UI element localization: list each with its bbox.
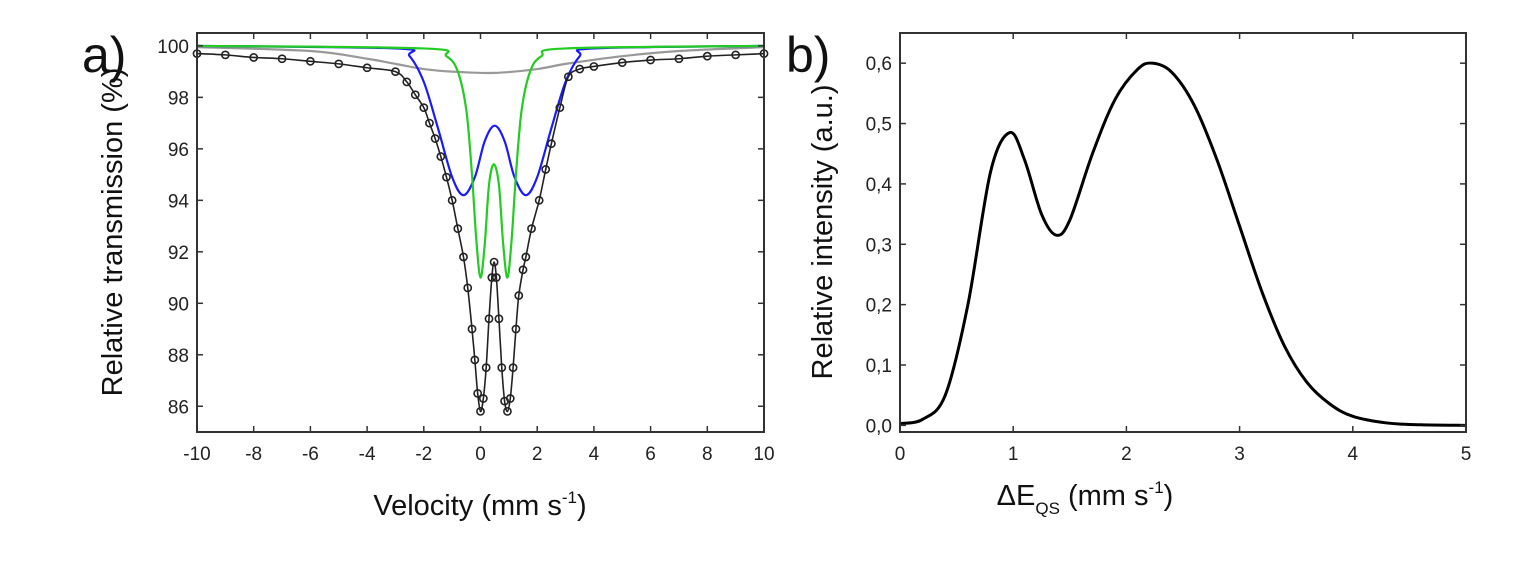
data-point [402, 77, 412, 87]
data-point [489, 257, 499, 267]
y-tick-label: 92 [168, 243, 189, 264]
data-point [589, 62, 599, 71]
data-point [521, 252, 531, 262]
data-point [497, 363, 507, 373]
data-point [476, 407, 485, 416]
x-tick-label: 6 [645, 444, 656, 465]
panel-a-label: a) [82, 27, 126, 83]
x-tick-label: 1 [1008, 444, 1019, 465]
data-point [447, 195, 457, 205]
x-tick-label: 10 [753, 444, 774, 465]
data-point [518, 265, 528, 275]
data-point [391, 67, 400, 77]
data-point [473, 388, 483, 398]
data-point [527, 224, 536, 234]
y-tick-label: 0,2 [866, 296, 892, 317]
y-tick-label: 100 [157, 37, 189, 58]
series-line-0 [196, 52, 765, 413]
data-point [617, 58, 627, 68]
panel-b-label: b) [786, 27, 830, 83]
data-point [419, 103, 429, 113]
data-point [220, 50, 230, 60]
data-point [514, 291, 524, 300]
data-point [575, 64, 585, 74]
y-tick-label: 98 [168, 88, 189, 109]
data-point [442, 172, 451, 182]
y-tick-label: 0,5 [866, 115, 892, 136]
data-point [541, 165, 551, 174]
x-tick-label: -2 [415, 444, 432, 465]
data-point [249, 53, 259, 62]
data-point [362, 63, 372, 73]
x-tick-label: 8 [702, 444, 713, 465]
data-point [453, 224, 463, 234]
data-point [478, 394, 488, 403]
y-tick-label: 0,6 [866, 54, 892, 75]
data-point [487, 273, 497, 282]
x-tick-label: 3 [1234, 444, 1245, 465]
data-point [546, 139, 556, 149]
data-point [459, 252, 468, 262]
data-point [436, 152, 446, 161]
series-line-0 [899, 61, 1467, 427]
data-point [277, 54, 287, 64]
x-tick-label: 5 [1461, 444, 1472, 465]
panel-a-xlabel: Velocity (mm s-1) [373, 488, 586, 522]
data-point [430, 134, 440, 143]
y-tick-label: 0,4 [866, 175, 893, 196]
data-point [484, 314, 494, 324]
y-tick-label: 96 [168, 140, 189, 161]
x-tick-label: 4 [589, 444, 600, 465]
data-point [410, 90, 420, 100]
y-tick-label: 88 [168, 346, 189, 367]
x-tick-label: 2 [532, 444, 543, 465]
y-tick-label: 94 [168, 191, 190, 212]
data-point [555, 103, 565, 113]
data-point [494, 314, 504, 324]
x-tick-label: 0 [895, 444, 906, 465]
data-point [511, 324, 521, 334]
data-point [563, 72, 573, 82]
x-tick-label: 4 [1348, 444, 1359, 465]
data-point [646, 55, 655, 65]
data-point [305, 56, 315, 66]
x-tick-label: -4 [359, 444, 376, 465]
x-tick-label: 2 [1121, 444, 1132, 465]
x-tick-label: -8 [245, 444, 262, 465]
panel-a: -10 -8 -6 -4 -2 0 2 4 6 8 10 86 88 90 92 94 96 98 100 [157, 32, 775, 465]
data-point [425, 118, 434, 128]
data-point [481, 363, 491, 373]
data-point [702, 51, 712, 61]
data-point [731, 50, 741, 60]
x-tick-label: -6 [302, 444, 319, 465]
panel-b: 0 1 2 3 4 5 0,0 0,1 0,2 0,3 0,4 0,5 0,6 [866, 32, 1472, 465]
plot-frame [899, 32, 1467, 433]
y-tick-label: 0,0 [866, 416, 892, 437]
plot-frame [196, 32, 765, 433]
data-point [491, 273, 501, 282]
series-line-1 [196, 44, 765, 279]
data-point [534, 195, 544, 205]
y-tick-label: 86 [168, 397, 189, 418]
series-line-2 [196, 44, 765, 197]
data-point [463, 283, 473, 293]
y-tick-label: 90 [168, 294, 189, 315]
data-point [508, 363, 518, 373]
data-point [505, 394, 515, 403]
panel-b-ylabel: Relative intensity (a.u.) [807, 85, 839, 380]
data-point [503, 407, 512, 416]
panel-b-xlabel: ΔEQS (mm s-1) [997, 478, 1174, 518]
y-tick-label: 0,1 [866, 356, 892, 377]
y-tick-label: 0,3 [866, 235, 892, 256]
data-point [334, 59, 344, 69]
series-line-3 [196, 46, 765, 75]
x-tick-label: 0 [475, 444, 486, 465]
x-tick-label: -10 [183, 444, 210, 465]
data-point [674, 54, 684, 64]
data-point [470, 355, 480, 365]
panel-a-ylabel: Relative transmission (%) [97, 68, 129, 397]
data-point [467, 324, 477, 334]
